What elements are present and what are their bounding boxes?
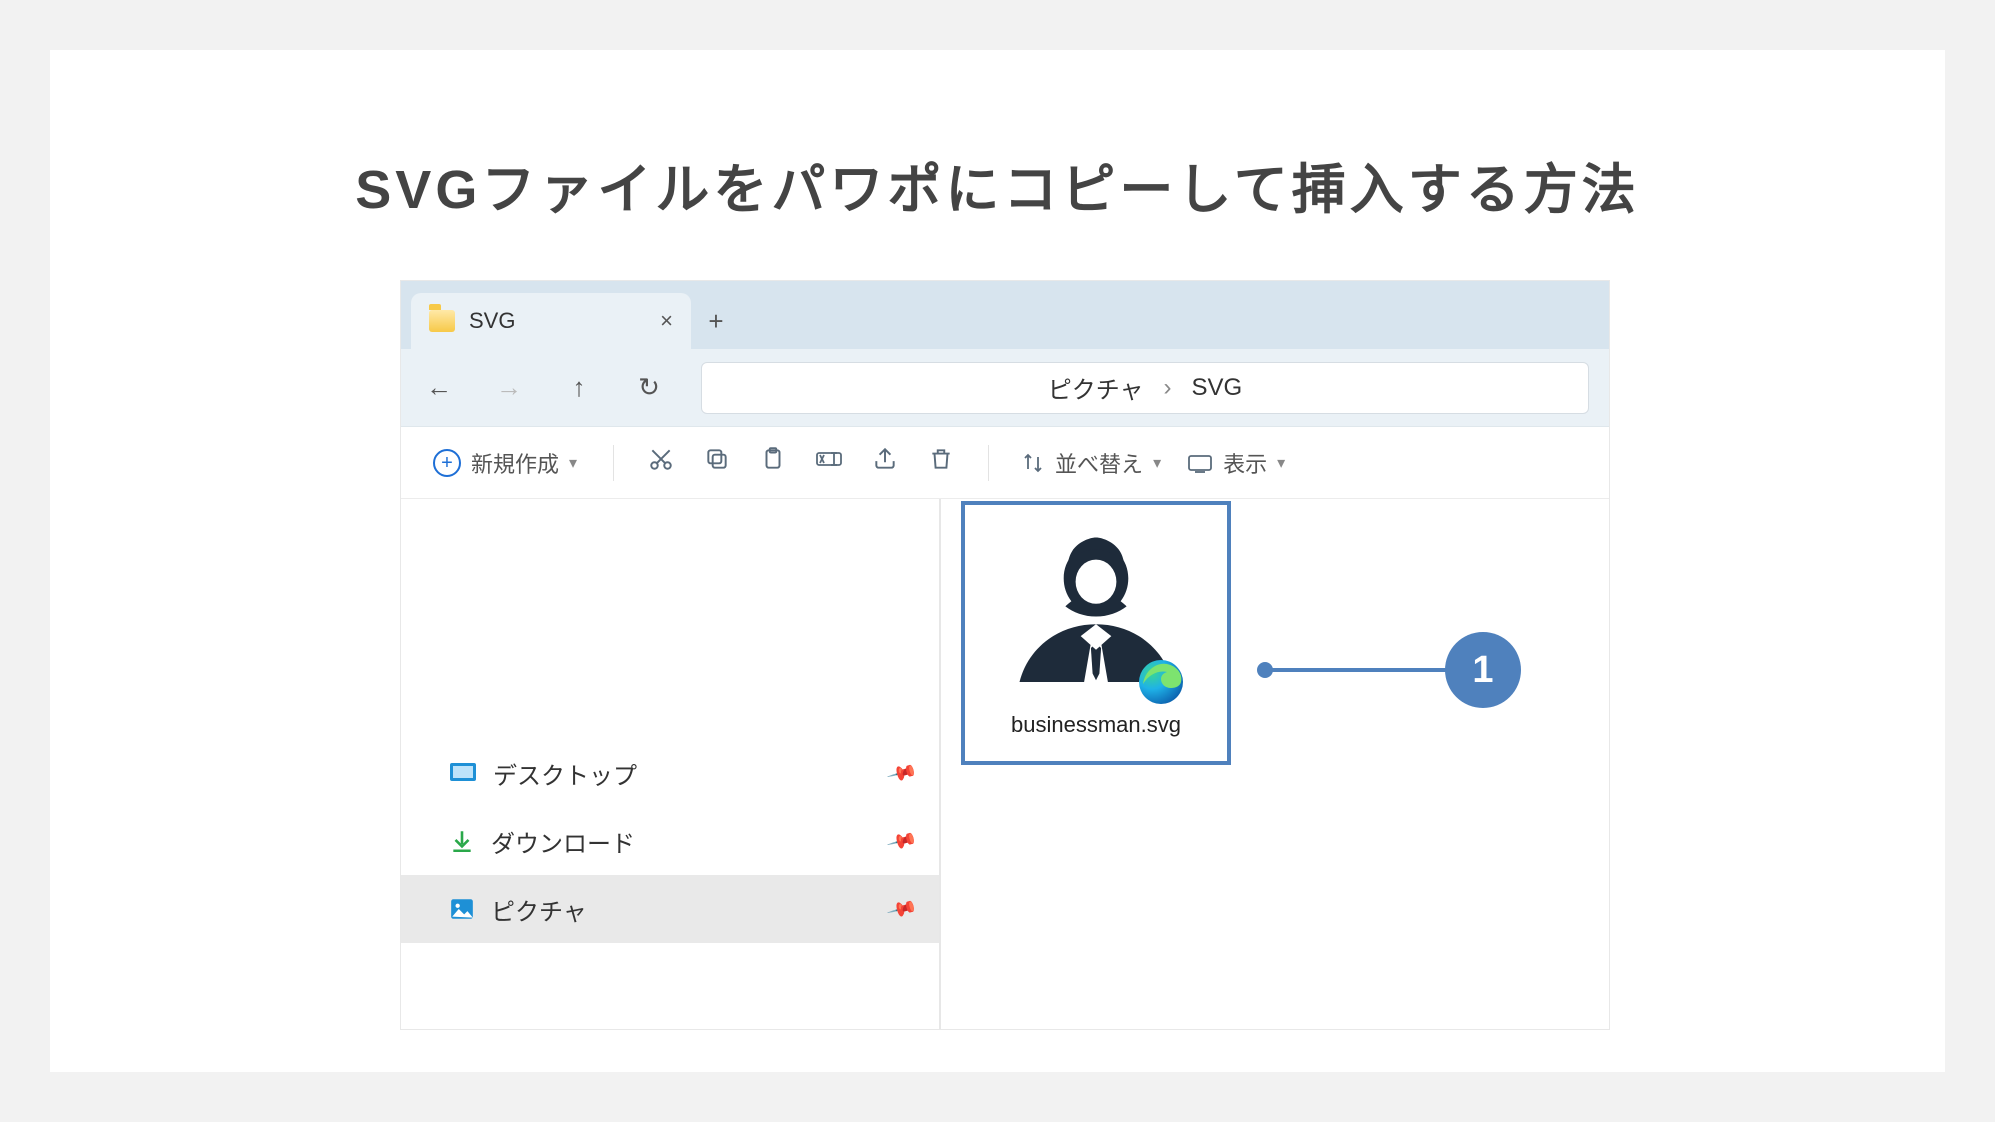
toolbar: + 新規作成 ▾	[401, 427, 1609, 499]
delete-icon[interactable]	[918, 446, 964, 479]
folder-icon	[429, 310, 455, 332]
sort-button[interactable]: 並べ替え ▾	[1013, 447, 1169, 479]
callout-connector	[1265, 668, 1450, 672]
cut-icon[interactable]	[638, 446, 684, 479]
chevron-down-icon: ▾	[1277, 453, 1285, 473]
rename-icon[interactable]	[806, 446, 852, 479]
callout-badge-1: 1	[1445, 632, 1521, 708]
toolbar-divider	[613, 445, 614, 481]
sidebar-item-downloads[interactable]: ダウンロード 📌	[401, 807, 939, 875]
plus-icon: +	[708, 306, 723, 337]
close-icon[interactable]: ×	[660, 308, 673, 334]
view-label: 表示	[1223, 447, 1267, 479]
file-thumbnail	[1011, 529, 1181, 704]
file-name-label: businessman.svg	[1011, 712, 1181, 738]
back-button[interactable]: ←	[421, 372, 457, 403]
sidebar-item-label: ピクチャ	[491, 892, 587, 927]
sidebar-item-label: デスクトップ	[493, 756, 637, 791]
new-tab-button[interactable]: +	[691, 293, 741, 349]
desktop-icon	[449, 761, 477, 785]
view-button[interactable]: 表示 ▾	[1179, 447, 1293, 479]
nav-bar: ← → ↑ ↻ ピクチャ › SVG	[401, 349, 1609, 427]
sidebar-item-label: ダウンロード	[491, 824, 635, 859]
sidebar-item-desktop[interactable]: デスクトップ 📌	[401, 739, 939, 807]
pictures-icon	[449, 896, 475, 922]
callout-number: 1	[1472, 649, 1493, 692]
address-bar[interactable]: ピクチャ › SVG	[701, 362, 1589, 414]
edge-app-icon	[1137, 658, 1185, 706]
navigation-pane: デスクトップ 📌 ダウンロード 📌 ピクチャ 📌	[401, 499, 941, 1029]
breadcrumb-part-1[interactable]: ピクチャ	[1048, 370, 1144, 405]
sort-icon	[1021, 451, 1045, 475]
chevron-down-icon: ▾	[1153, 453, 1161, 473]
new-button[interactable]: + 新規作成 ▾	[421, 441, 589, 485]
file-list-pane[interactable]: businessman.svg	[941, 499, 1609, 1029]
new-button-label: 新規作成	[471, 447, 559, 479]
tab-strip: SVG × +	[401, 281, 1609, 349]
copy-icon[interactable]	[694, 446, 740, 479]
refresh-button[interactable]: ↻	[631, 372, 667, 403]
slide-title: SVGファイルをパワポにコピーして挿入する方法	[50, 145, 1945, 224]
explorer-body: デスクトップ 📌 ダウンロード 📌 ピクチャ 📌	[401, 499, 1609, 1029]
share-icon[interactable]	[862, 446, 908, 479]
pin-icon: 📌	[886, 756, 920, 790]
forward-button[interactable]: →	[491, 372, 527, 403]
toolbar-divider	[988, 445, 989, 481]
view-icon	[1187, 452, 1213, 474]
pin-icon: 📌	[886, 824, 920, 858]
breadcrumb-separator: ›	[1164, 374, 1172, 402]
tab-svg[interactable]: SVG ×	[411, 293, 691, 349]
download-icon	[449, 828, 475, 854]
slide-canvas: SVGファイルをパワポにコピーして挿入する方法 SVG × + ← → ↑ ↻ …	[50, 50, 1945, 1072]
file-explorer-window: SVG × + ← → ↑ ↻ ピクチャ › SVG + 新規作成	[400, 280, 1610, 1030]
breadcrumb-part-2[interactable]: SVG	[1192, 374, 1243, 402]
up-button[interactable]: ↑	[561, 372, 597, 403]
plus-circle-icon: +	[433, 449, 461, 477]
sidebar-item-pictures[interactable]: ピクチャ 📌	[401, 875, 939, 943]
tab-label: SVG	[469, 308, 515, 334]
sort-label: 並べ替え	[1055, 447, 1143, 479]
chevron-down-icon: ▾	[569, 453, 577, 473]
paste-icon[interactable]	[750, 446, 796, 479]
pin-icon: 📌	[886, 892, 920, 926]
file-item-businessman[interactable]: businessman.svg	[961, 501, 1231, 765]
